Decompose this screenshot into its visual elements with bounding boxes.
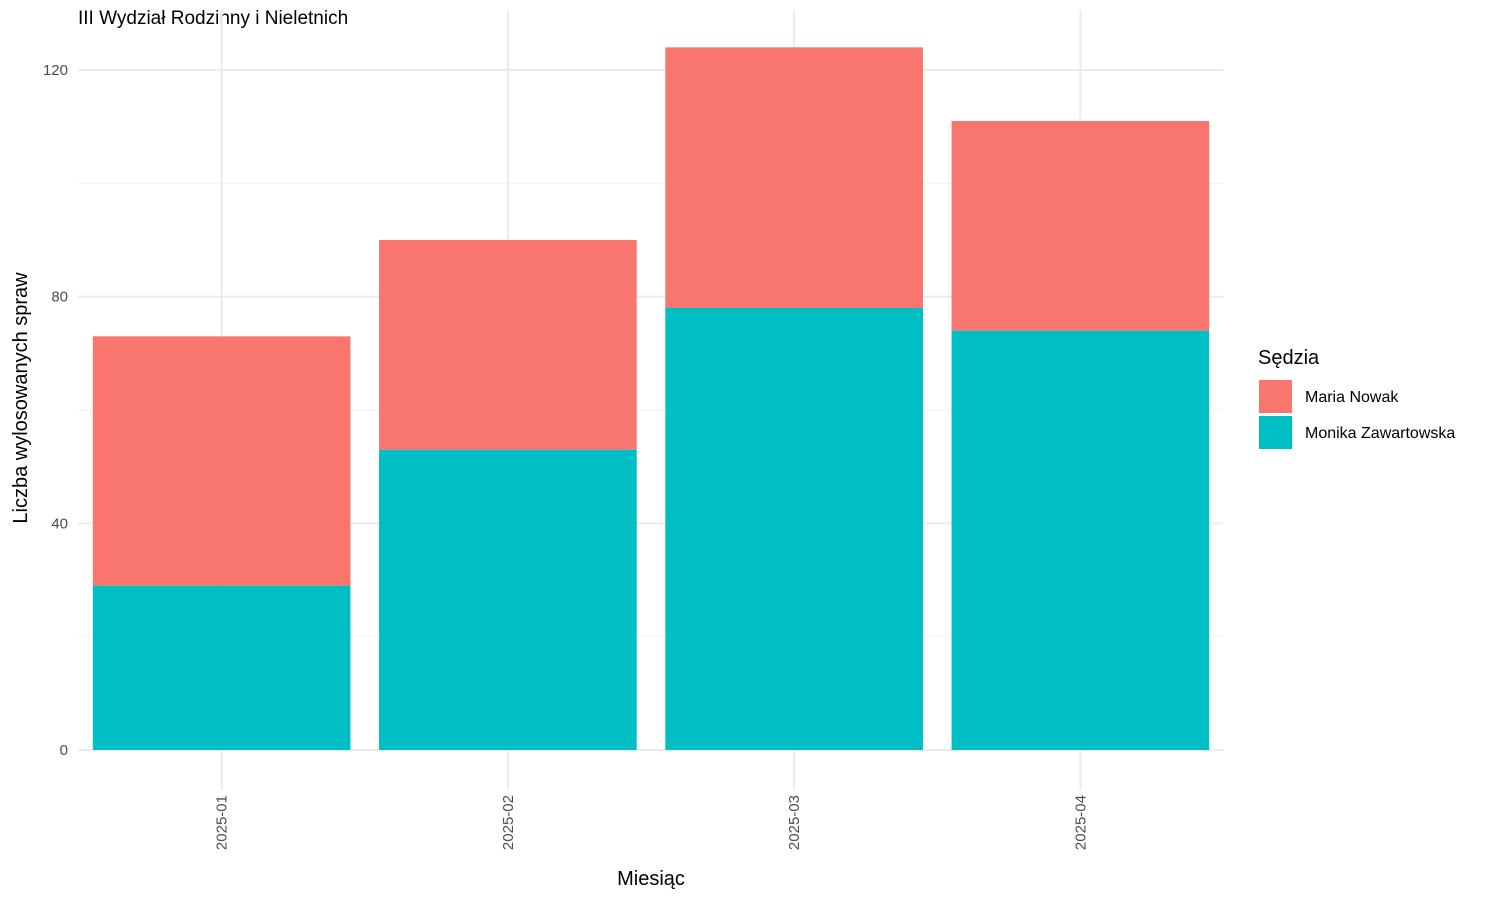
legend-label: Monika Zawartowska	[1305, 425, 1455, 442]
legend-label: Maria Nowak	[1305, 389, 1399, 406]
legend-key	[1259, 380, 1292, 413]
x-tick-label: 2025-03	[786, 795, 803, 850]
bar-segment	[951, 330, 1210, 750]
x-tick-label: 2025-04	[1072, 795, 1089, 850]
y-tick-label: 120	[43, 62, 68, 79]
bar-segment	[951, 121, 1210, 331]
y-axis-title: Liczba wylosowanych spraw	[10, 272, 32, 524]
bar-segment	[379, 240, 637, 450]
x-tick-label: 2025-02	[500, 795, 517, 850]
bar-segment	[665, 47, 923, 308]
bar-segment	[379, 449, 637, 750]
x-tick-label: 2025-01	[214, 795, 231, 850]
y-tick-label: 40	[51, 515, 68, 532]
x-axis-title: Miesiąc	[617, 868, 685, 890]
y-tick-label: 0	[60, 742, 68, 759]
y-tick-label: 80	[51, 289, 68, 306]
legend: Sędzia Maria Nowak Monika Zawartowska	[1258, 347, 1455, 449]
y-axis-ticks: 0 40 80 120	[43, 62, 68, 759]
bar-segment	[665, 308, 923, 750]
bars	[92, 47, 1210, 750]
bar-segment	[92, 585, 351, 750]
x-axis-ticks: 2025-01 2025-02 2025-03 2025-04	[214, 795, 1090, 850]
bar-segment	[92, 336, 351, 586]
legend-key	[1259, 416, 1292, 449]
legend-title: Sędzia	[1258, 347, 1320, 369]
chart-title: III Wydział Rodzinny i Nieletnich	[78, 8, 349, 29]
